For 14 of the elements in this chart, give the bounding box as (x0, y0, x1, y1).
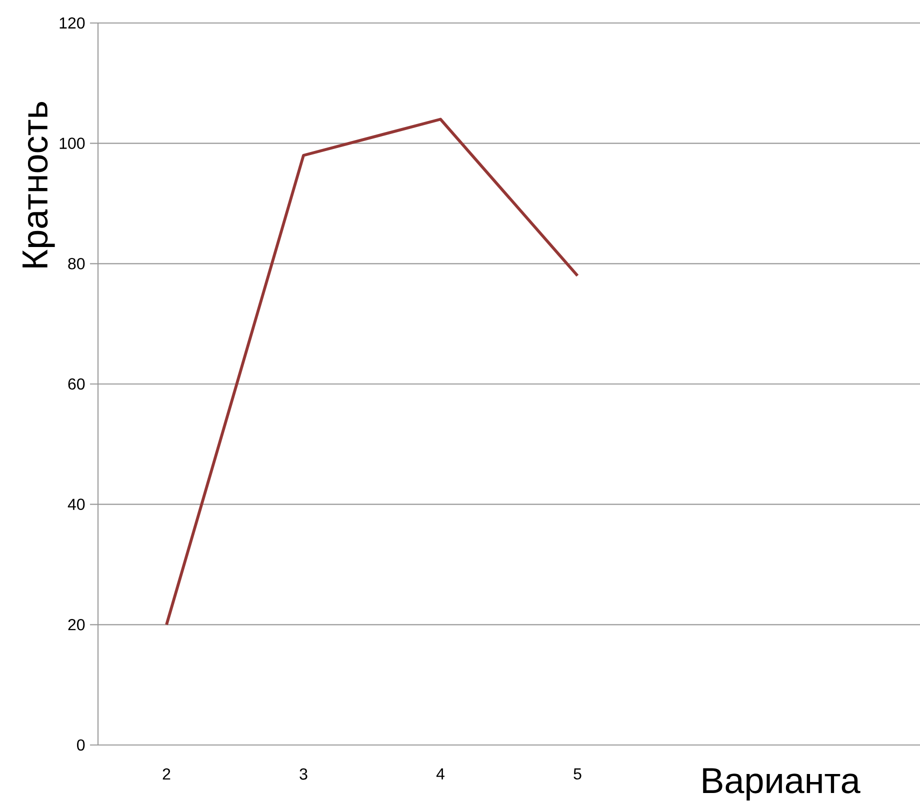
y-tick-label: 120 (60, 17, 85, 29)
y-tick-label: 20 (68, 619, 85, 630)
x-axis-title: Варианта (703, 768, 860, 800)
y-tick-label: 40 (68, 498, 85, 510)
y-tick-label: 0 (77, 739, 85, 751)
x-tick-label: 4 (436, 768, 444, 780)
x-tick-label: 3 (300, 768, 308, 780)
x-tick-label: 2 (162, 768, 170, 780)
line-series (165, 118, 579, 626)
y-axis-title: Кратность (22, 102, 55, 268)
y-tick-label: 100 (60, 138, 85, 149)
x-tick-label: 5 (574, 768, 582, 780)
y-tick-label: 80 (68, 258, 85, 270)
y-tick-label: 60 (68, 378, 85, 390)
